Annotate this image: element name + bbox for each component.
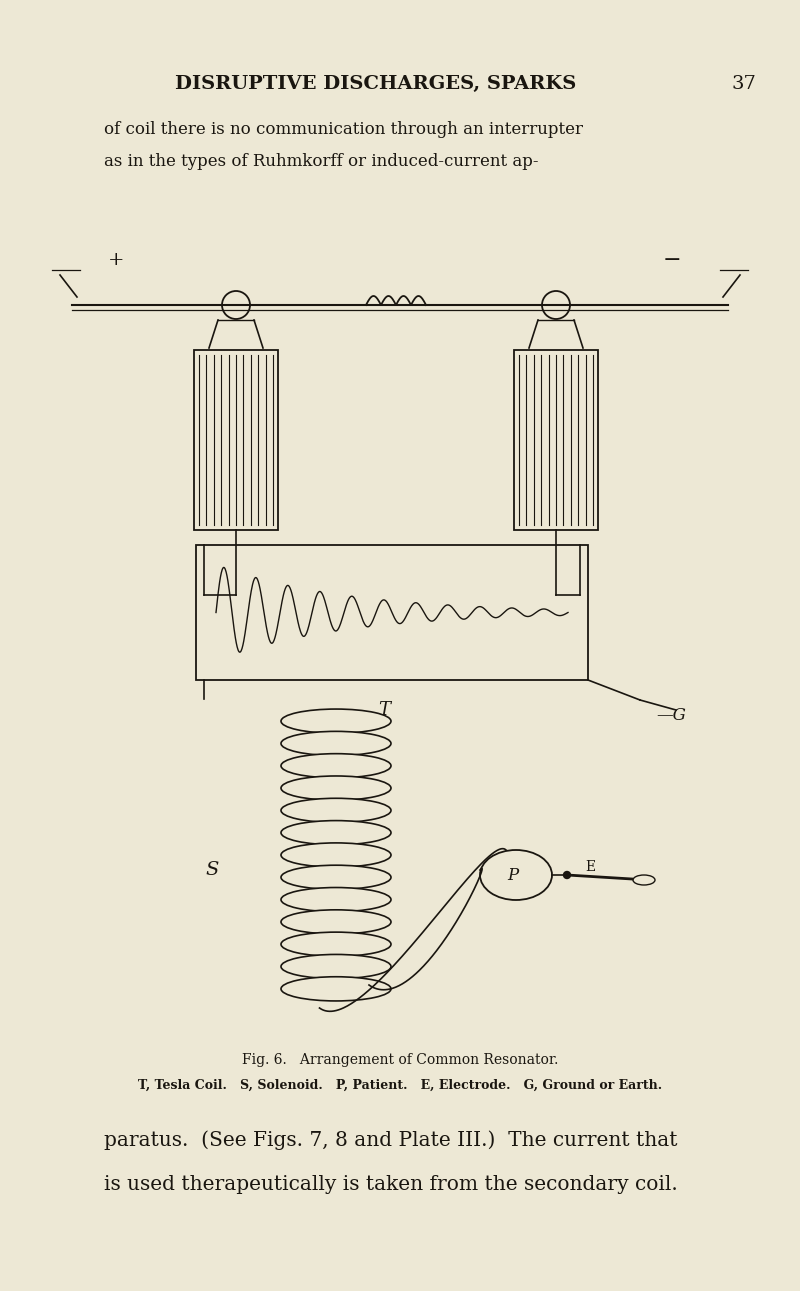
Circle shape bbox=[222, 290, 250, 319]
Text: Fig. 6.   Arrangement of Common Resonator.: Fig. 6. Arrangement of Common Resonator. bbox=[242, 1053, 558, 1066]
Text: DISRUPTIVE DISCHARGES, SPARKS: DISRUPTIVE DISCHARGES, SPARKS bbox=[175, 75, 577, 93]
Text: T: T bbox=[378, 701, 390, 719]
Ellipse shape bbox=[281, 910, 391, 933]
Text: of coil there is no communication through an interrupter: of coil there is no communication throug… bbox=[104, 120, 583, 138]
Text: +: + bbox=[108, 250, 124, 269]
Bar bbox=[196, 545, 588, 680]
Text: P: P bbox=[507, 866, 518, 883]
Text: paratus.  (See Figs. 7, 8 and Plate III.)  The current that: paratus. (See Figs. 7, 8 and Plate III.)… bbox=[104, 1130, 678, 1150]
Ellipse shape bbox=[281, 887, 391, 911]
Bar bbox=[514, 350, 598, 531]
Ellipse shape bbox=[281, 798, 391, 822]
Ellipse shape bbox=[633, 875, 655, 886]
Text: −: − bbox=[662, 249, 682, 271]
Text: as in the types of Ruhmkorff or induced-current ap-: as in the types of Ruhmkorff or induced-… bbox=[104, 152, 538, 170]
Text: is used therapeutically is taken from the secondary coil.: is used therapeutically is taken from th… bbox=[104, 1176, 678, 1194]
Ellipse shape bbox=[281, 776, 391, 800]
Circle shape bbox=[563, 871, 570, 878]
Ellipse shape bbox=[480, 849, 552, 900]
Ellipse shape bbox=[281, 821, 391, 844]
Text: 37: 37 bbox=[731, 75, 757, 93]
Ellipse shape bbox=[281, 865, 391, 889]
Ellipse shape bbox=[281, 732, 391, 755]
Ellipse shape bbox=[281, 932, 391, 957]
Text: T, Tesla Coil.   S, Solenoid.   P, Patient.   E, Electrode.   G, Ground or Earth: T, Tesla Coil. S, Solenoid. P, Patient. … bbox=[138, 1078, 662, 1091]
Ellipse shape bbox=[281, 977, 391, 1001]
Circle shape bbox=[542, 290, 570, 319]
Ellipse shape bbox=[281, 843, 391, 868]
Text: —G: —G bbox=[656, 706, 686, 723]
Ellipse shape bbox=[281, 709, 391, 733]
Text: S: S bbox=[206, 861, 218, 879]
Ellipse shape bbox=[281, 954, 391, 979]
Ellipse shape bbox=[281, 754, 391, 778]
Text: E: E bbox=[585, 860, 595, 874]
Bar bbox=[194, 350, 278, 531]
